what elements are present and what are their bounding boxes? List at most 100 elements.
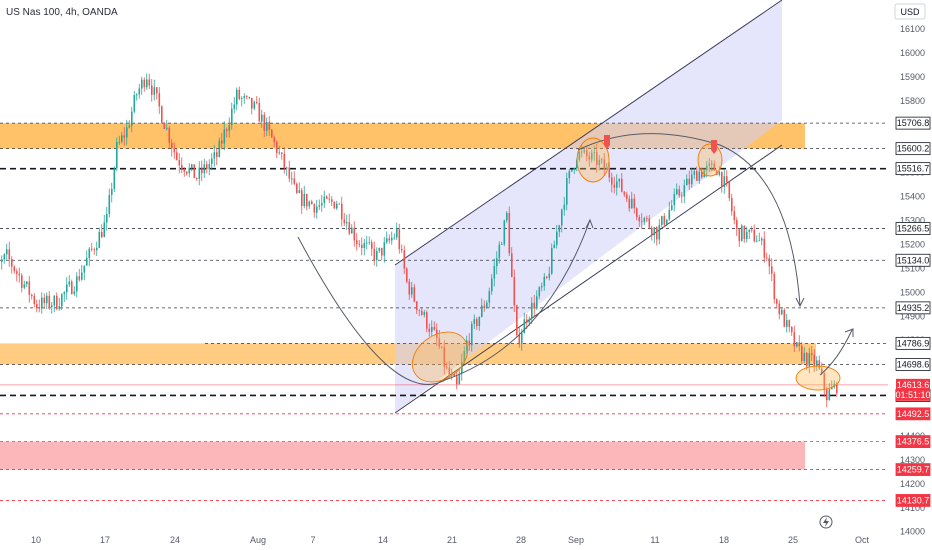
candle-body [733, 211, 736, 221]
level-label-box [895, 142, 931, 156]
candle-body [161, 106, 163, 123]
candle-body [323, 196, 326, 204]
candle-body [803, 352, 806, 362]
candle-body [106, 214, 108, 223]
candle-body [83, 265, 86, 273]
candle-body [38, 307, 41, 309]
candle-body [641, 221, 643, 223]
lightning-icon[interactable] [819, 515, 833, 529]
candle-body [771, 266, 773, 274]
candle-body [221, 140, 223, 144]
candle-body [71, 281, 73, 294]
demand-zone[interactable] [0, 441, 805, 470]
rebound-arrow [819, 329, 853, 376]
candle-body [113, 168, 116, 189]
candle-body [756, 240, 758, 242]
level-label-box [895, 336, 931, 350]
candle-body [766, 257, 768, 259]
candle-body [598, 159, 601, 166]
candle-body [281, 152, 283, 154]
candle-body [153, 87, 156, 95]
candle-body [376, 251, 378, 260]
candle-body [628, 198, 631, 209]
level-label-box [895, 301, 931, 315]
candle-body [211, 158, 213, 165]
candle-body [213, 152, 216, 159]
candle-body [6, 249, 8, 255]
time-tick-label: 21 [447, 535, 457, 545]
candle-body [433, 326, 436, 330]
candle-body [591, 152, 593, 160]
time-axis[interactable]: 10 17 24 Aug 7 14 21 28 Sep 11 18 25 Oct [31, 535, 870, 545]
candle-body [681, 195, 683, 197]
level-label-box [895, 162, 931, 176]
candle-body [278, 152, 281, 154]
candle-body [166, 127, 168, 129]
candle-body [333, 201, 336, 209]
candle-body [501, 244, 503, 245]
candle-body [471, 323, 473, 346]
candle-body [356, 240, 358, 244]
time-tick-label: 7 [310, 535, 315, 545]
price-tick-label: 15100 [900, 263, 925, 273]
candle-body [671, 205, 673, 210]
candle-body [203, 164, 206, 174]
candle-body [608, 168, 611, 178]
candle-body [611, 177, 613, 185]
candle-body [326, 196, 328, 199]
candle-body [491, 278, 493, 292]
candle-body [836, 383, 838, 393]
horizontal-levels[interactable] [0, 122, 888, 501]
candle-body [201, 167, 203, 174]
candle-body [773, 273, 776, 300]
candle-body [516, 305, 518, 336]
candle-body [328, 198, 331, 200]
channel-upper-line[interactable] [394, 0, 783, 266]
candle-body [636, 208, 638, 218]
time-tick-label: 25 [788, 535, 798, 545]
candle-body [518, 335, 521, 344]
candle-body [816, 360, 818, 366]
candle-body [313, 204, 316, 213]
candle-body [136, 94, 138, 96]
candle-body [68, 281, 71, 285]
candle-body [523, 319, 526, 334]
candle-body [811, 353, 813, 355]
candle-body [718, 171, 721, 175]
candle-body [243, 96, 246, 99]
candle-body [273, 137, 276, 143]
candle-body [538, 287, 541, 297]
time-tick-label: Sep [568, 535, 584, 545]
candle-body [713, 163, 716, 171]
candle-body [476, 319, 478, 327]
candle-body [583, 150, 586, 152]
candle-body [798, 342, 801, 347]
candle-body [676, 189, 678, 195]
candle-body [76, 276, 78, 292]
candle-body [66, 284, 68, 293]
level-label: 15134.0 [897, 255, 930, 265]
candle-body [586, 150, 588, 157]
candle-body [818, 360, 821, 369]
candle-body [753, 229, 756, 242]
currency-badge[interactable]: USD [894, 3, 926, 20]
candle-body [708, 163, 711, 166]
level-label: 14492.5 [897, 409, 930, 419]
candle-body [531, 302, 533, 319]
candle-body [381, 247, 383, 256]
level-label: 14130.7 [897, 495, 930, 505]
candle-body [276, 142, 278, 153]
candle-body [361, 244, 363, 248]
candle-body [91, 248, 93, 250]
candle-body [588, 156, 591, 160]
candle-body [346, 222, 348, 224]
candle-body [478, 316, 481, 327]
highlight-ellipse [576, 137, 610, 183]
candle-body [16, 271, 18, 274]
candle-body [226, 129, 228, 131]
candle-body [823, 373, 826, 390]
candle-body [251, 97, 253, 109]
candle-body [536, 296, 538, 309]
candle-body [726, 176, 728, 182]
